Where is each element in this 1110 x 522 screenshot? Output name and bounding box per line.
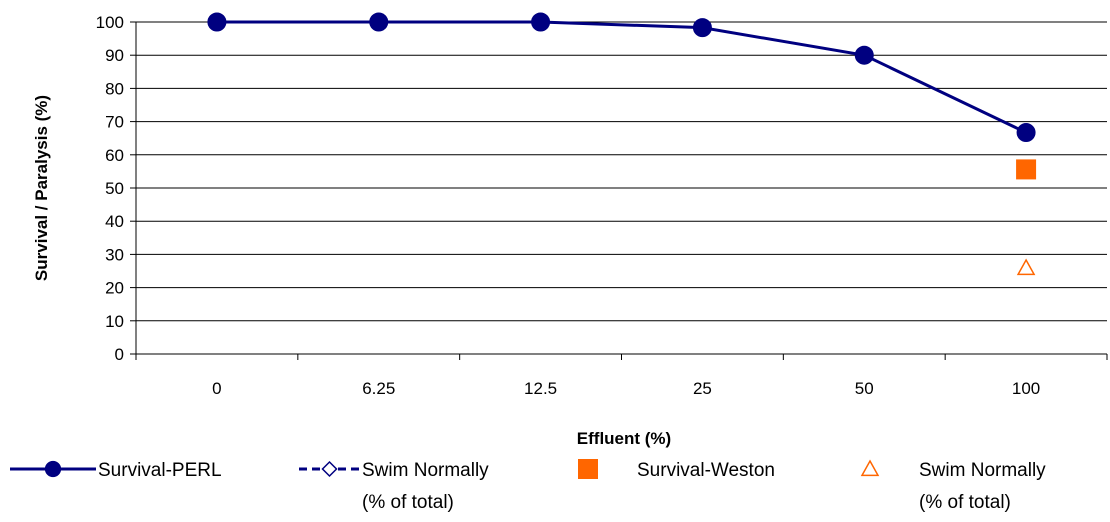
- legend-marker-2: [578, 459, 598, 479]
- series: [207, 12, 1037, 276]
- series-line-0: [216, 20, 1027, 134]
- data-point: [1016, 123, 1036, 143]
- data-point: [369, 12, 389, 32]
- legend-item-1: Swim Normally (% of total): [299, 460, 489, 513]
- y-tick-label: 60: [105, 146, 124, 165]
- y-tick-label: 0: [115, 345, 124, 364]
- data-point: [1016, 159, 1037, 180]
- y-tick-label: 70: [105, 113, 124, 132]
- y-tick-label: 30: [105, 245, 124, 264]
- legend-marker-1: [321, 460, 338, 478]
- data-point: [1016, 258, 1036, 276]
- data-point: [854, 45, 874, 65]
- data-point: [692, 18, 712, 38]
- legend-item-0: Survival-PERL: [10, 460, 222, 481]
- x-tick-label: 0: [212, 379, 221, 398]
- legend-label-2: Survival-Weston: [637, 460, 775, 481]
- x-axis-title: Effluent (%): [577, 429, 671, 448]
- legend-label-0: Survival-PERL: [98, 460, 222, 481]
- axes: [130, 21, 1108, 360]
- x-tick-label: 100: [1012, 379, 1040, 398]
- legend-label-3: Swim Normally (% of total): [919, 460, 1046, 513]
- y-tick-label: 90: [105, 46, 124, 65]
- series-3: [1016, 258, 1036, 276]
- series-0: [207, 12, 1036, 143]
- legend-marker-0: [44, 460, 62, 478]
- y-tick-label: 50: [105, 179, 124, 198]
- legend-label-1: Swim Normally (% of total): [362, 460, 489, 513]
- y-tick-label: 100: [96, 13, 124, 32]
- x-tick-label: 50: [855, 379, 874, 398]
- gridlines: [136, 21, 1107, 322]
- y-tick-label: 40: [105, 212, 124, 231]
- y-tick-label: 10: [105, 312, 124, 331]
- tick-labels: 0 10 20 30 40 50 60 70 80 90 100 0 6.25 12.5 25 50 100: [96, 13, 1041, 398]
- y-tick-label: 80: [105, 79, 124, 98]
- legend-marker-3: [860, 459, 880, 477]
- legend: Survival-PERL Swim Normally (% of total) Su…: [10, 459, 1046, 513]
- y-axis-title: Survival / Paralysis (%): [32, 95, 51, 281]
- data-point: [207, 12, 227, 32]
- legend-item-2: Survival-Weston: [578, 459, 775, 481]
- x-tick-label: 6.25: [362, 379, 395, 398]
- x-tick-label: 12.5: [524, 379, 557, 398]
- x-tick-label: 25: [693, 379, 712, 398]
- y-tick-label: 20: [105, 279, 124, 298]
- data-point: [531, 12, 551, 32]
- legend-item-3: Swim Normally (% of total): [860, 459, 1046, 513]
- series-2: [1016, 159, 1037, 180]
